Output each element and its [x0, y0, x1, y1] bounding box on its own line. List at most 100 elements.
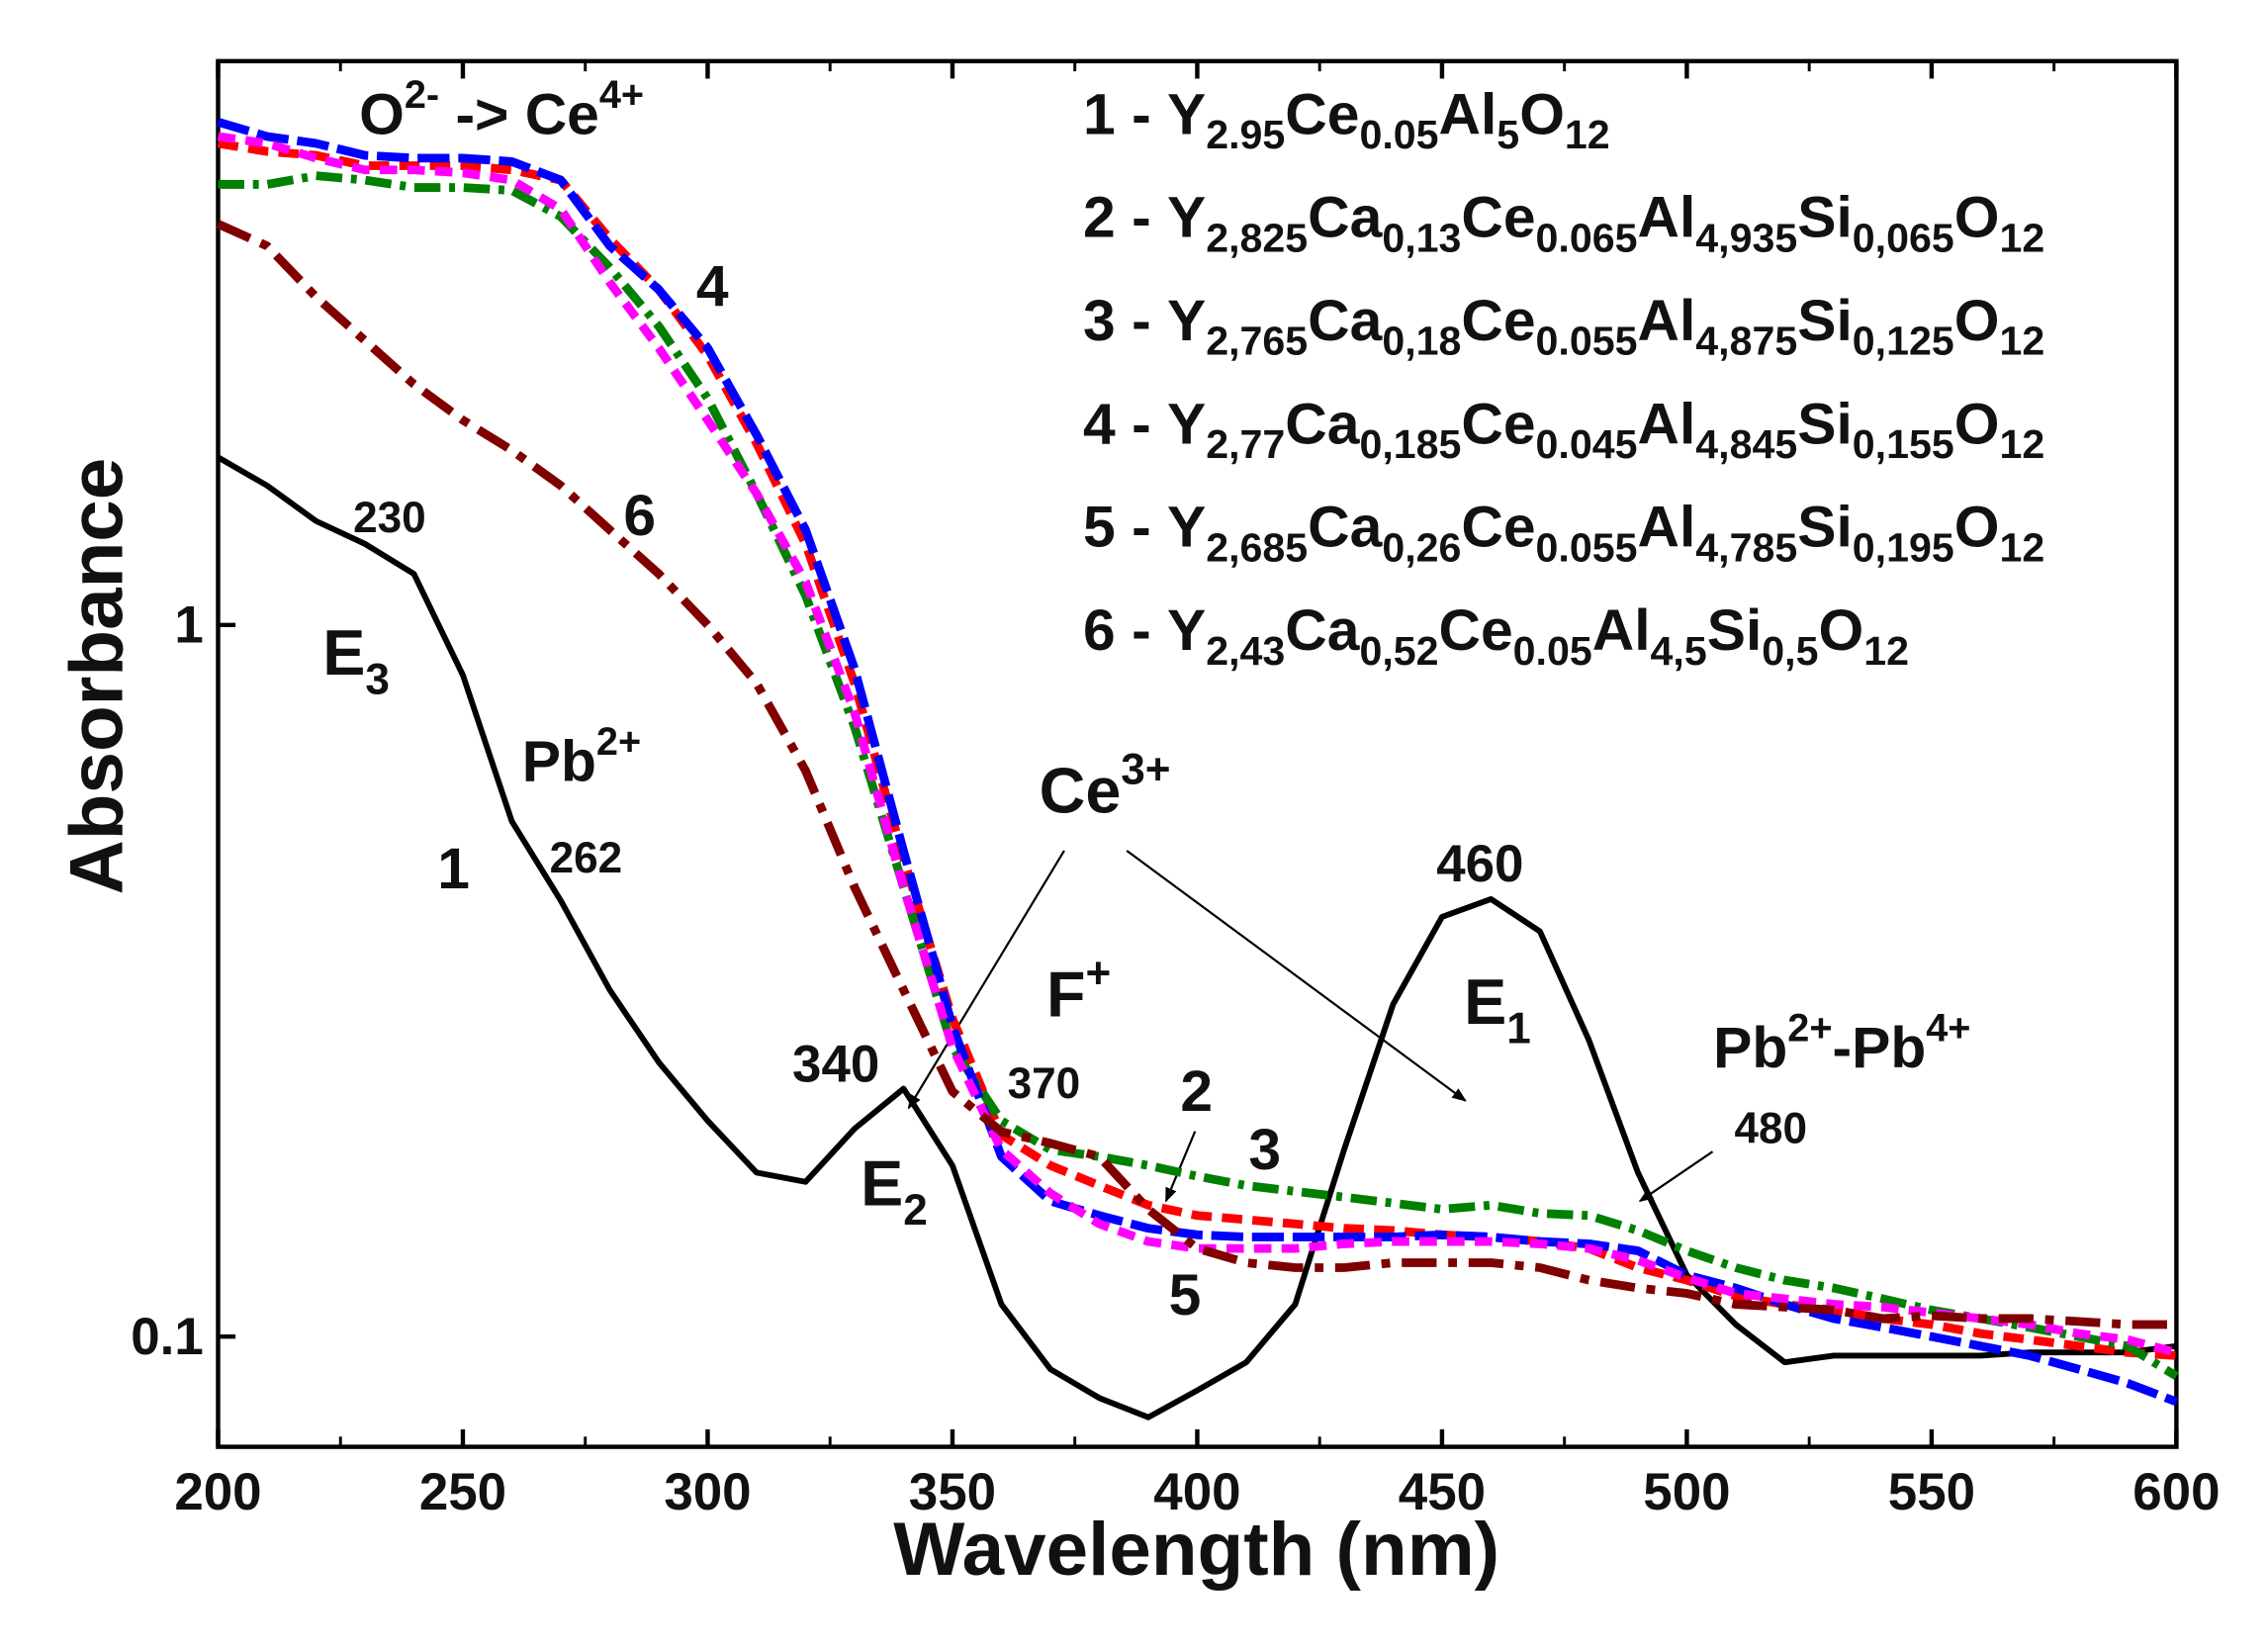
legend-text: Y — [1167, 496, 1206, 560]
legend-text: Ca — [1308, 186, 1383, 250]
legend-text: Ce — [1461, 496, 1535, 560]
series-line — [217, 454, 2177, 1420]
legend-entry: 3 - Y2,765Ca0,18Ce0.055Al4,875Si0,125O12 — [1083, 289, 2044, 364]
legend-subscript: 0,13 — [1382, 215, 1461, 260]
annotation-text: 5 — [1169, 1263, 1202, 1328]
annotation-text: -> Ce — [439, 82, 599, 146]
annotation: 340 — [792, 1036, 879, 1094]
annotation: 4 — [696, 254, 729, 319]
legend-subscript: 0,5 — [1762, 628, 1818, 674]
series-line — [217, 132, 2178, 1357]
legend-text: 6 - — [1083, 598, 1167, 663]
y-tick-label: 0.1 — [131, 1308, 204, 1366]
legend-text: Ce — [1439, 598, 1513, 663]
legend-text: Ca — [1308, 496, 1383, 560]
legend-subscript: 5 — [1497, 112, 1519, 157]
legend-text: Si — [1707, 598, 1763, 663]
annotation-text: 1 — [437, 837, 470, 901]
legend-entry: 4 - Y2,77Ca0,185Ce0.045Al4,845Si0,155O12 — [1083, 392, 2044, 467]
x-tick-label: 500 — [1643, 1463, 1730, 1521]
annotation: E3 — [322, 616, 390, 703]
legend-text: Al — [1638, 496, 1696, 560]
annotation-text: 6 — [623, 484, 656, 548]
legend-subscript: 0.055 — [1536, 319, 1638, 364]
annotation-sup: 2- — [405, 73, 439, 117]
annotation: 480 — [1735, 1104, 1808, 1152]
legend-text: Ce — [1461, 289, 1535, 353]
annotation: O2- -> Ce4+ — [359, 73, 644, 146]
legend-subscript: 0,195 — [1853, 524, 1954, 570]
annotation: F+ — [1046, 949, 1111, 1030]
annotation-text: E — [861, 1147, 903, 1220]
annotation-text: O — [359, 82, 405, 146]
legend-text: Al — [1638, 186, 1696, 250]
legend-subscript: 0.055 — [1536, 524, 1638, 570]
legend-text: Ce — [1285, 82, 1359, 146]
arrow — [1126, 850, 1467, 1102]
legend-text: Ca — [1285, 392, 1360, 456]
annotation-sup: 4+ — [1926, 1007, 1970, 1051]
arrow — [907, 850, 1065, 1110]
legend-text: Al — [1592, 598, 1651, 663]
legend-entry: 5 - Y2,685Ca0,26Ce0.055Al4,785Si0,195O12 — [1083, 496, 2044, 571]
legend-text: O — [1954, 496, 2000, 560]
legend-text: O — [1519, 82, 1565, 146]
annotation-text: 460 — [1436, 835, 1523, 893]
x-axis-label: Wavelength (nm) — [893, 1508, 1499, 1592]
legend-text: Y — [1167, 392, 1206, 456]
annotation: E1 — [1464, 965, 1531, 1053]
legend-subscript: 4,5 — [1651, 628, 1707, 674]
annotation: 230 — [353, 494, 426, 542]
annotation-sup: 4+ — [599, 73, 644, 117]
annotation-sup: 2+ — [596, 720, 641, 764]
annotation-text: 230 — [353, 494, 426, 542]
legend-subscript: 2,77 — [1206, 421, 1285, 467]
annotation-text: 262 — [550, 834, 623, 882]
legend-text: 5 - — [1083, 496, 1167, 560]
annotation: Pb2+-Pb4+ — [1713, 1007, 1970, 1080]
legend-subscript: 0.065 — [1536, 215, 1638, 260]
arrow — [1164, 1131, 1197, 1203]
legend-subscript: 0,26 — [1382, 524, 1461, 570]
legend-text: Y — [1167, 289, 1206, 353]
annotation-text: E — [1464, 965, 1506, 1038]
series-line — [217, 138, 2177, 1360]
annotation-text: 340 — [792, 1036, 879, 1094]
legend-text: 4 - — [1083, 392, 1167, 456]
legend-text: 3 - — [1083, 289, 1167, 353]
x-tick-label: 600 — [2132, 1463, 2220, 1521]
x-tick-label: 200 — [174, 1463, 261, 1521]
annotation: E2 — [861, 1147, 928, 1235]
annotation-sup: 3+ — [1121, 746, 1170, 794]
legend-entry: 2 - Y2,825Ca0,13Ce0.065Al4,935Si0,065O12 — [1083, 186, 2044, 261]
annotation-text: 370 — [1008, 1059, 1081, 1108]
annotation-sub: 2 — [903, 1186, 928, 1235]
legend-text: Al — [1638, 289, 1696, 353]
legend-subscript: 0,155 — [1853, 421, 1954, 467]
annotation-text: Ce — [1040, 755, 1122, 827]
legend-subscript: 0,18 — [1382, 319, 1461, 364]
legend-subscript: 2,685 — [1206, 524, 1308, 570]
legend-text: 2 - — [1083, 186, 1167, 250]
legend-text: Si — [1797, 496, 1853, 560]
annotation-text: Pb — [1713, 1016, 1787, 1080]
annotation-text: F — [1046, 959, 1086, 1031]
legend-subscript: 12 — [1863, 628, 1909, 674]
legend-subscript: 0,185 — [1359, 421, 1461, 467]
annotation: 262 — [550, 834, 623, 882]
y-tick-label: 1 — [174, 595, 203, 654]
legend-subscript: 4,845 — [1695, 421, 1797, 467]
series-line — [216, 220, 2177, 1329]
annotation: 3 — [1248, 1118, 1281, 1182]
legend-text: Si — [1797, 186, 1853, 250]
annotation: Pb2+ — [522, 720, 641, 793]
arrow — [1638, 1150, 1714, 1203]
legend-text: Al — [1638, 392, 1696, 456]
legend-subscript: 0.05 — [1513, 628, 1592, 674]
annotation-sub: 3 — [365, 656, 390, 704]
legend-text: Y — [1167, 82, 1206, 146]
legend-subscript: 0,52 — [1359, 628, 1438, 674]
x-tick-label: 450 — [1399, 1463, 1486, 1521]
legend-text: Ce — [1461, 392, 1535, 456]
